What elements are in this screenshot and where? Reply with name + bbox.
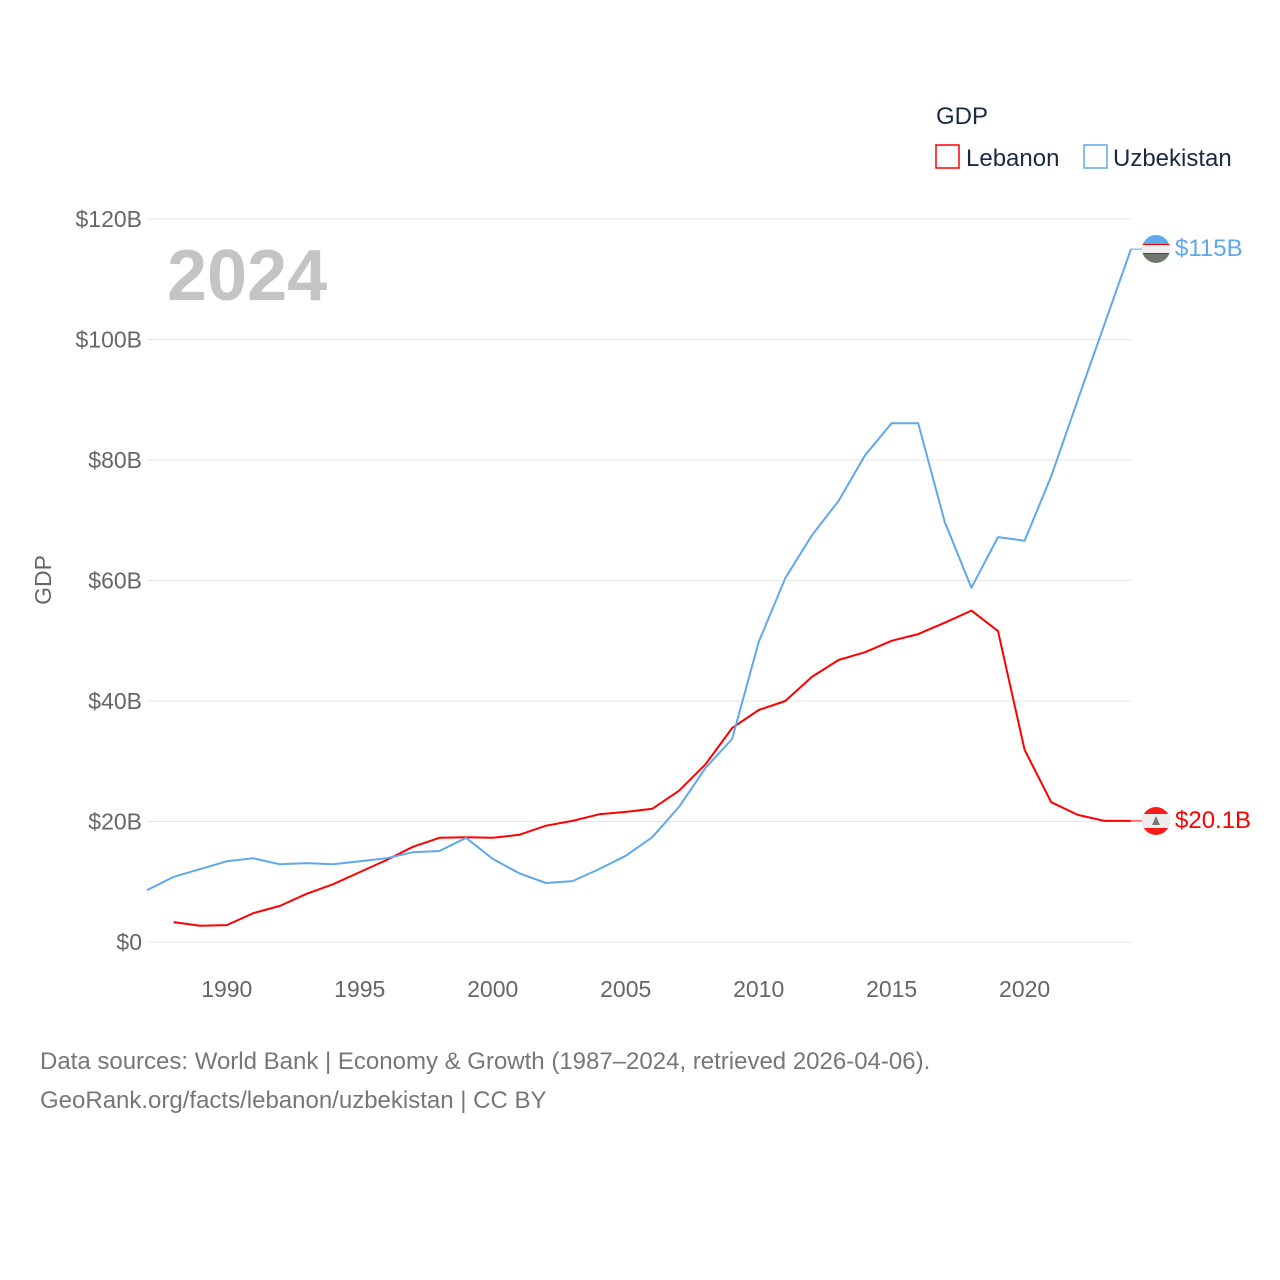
legend-swatch-uzbekistan [1083,144,1108,169]
legend-label-lebanon: Lebanon [966,145,1059,172]
x-axis-ticks: 1990 1995 2000 2005 2010 2015 2020 [201,976,1050,1002]
x-tick-label: 2015 [866,976,917,1002]
x-tick-label: 2020 [999,976,1050,1002]
legend-swatch-lebanon [935,144,960,169]
gridlines [147,218,1131,943]
y-tick-label: $100B [75,327,142,353]
x-tick-label: 2000 [467,976,518,1002]
y-tick-label: $40B [88,688,142,714]
footer-link[interactable]: GeoRank.org/facts/lebanon/uzbekistan | C… [40,1087,547,1114]
y-axis-label: GDP [30,555,56,605]
x-tick-label: 1990 [201,976,252,1002]
series-line-uzbekistan [146,248,1132,892]
end-label-uzbekistan: $115B [1175,235,1243,262]
y-axis-ticks: $0 $20B $40B $60B $80B $100B $120B [75,206,142,955]
footer: Data sources: World Bank | Economy & Gro… [40,1042,930,1120]
lebanon-flag-icon [1142,807,1170,835]
y-tick-label: $60B [88,568,142,594]
x-tick-label: 2005 [600,976,651,1002]
series-lines [146,248,1142,927]
legend-item-uzbekistan[interactable]: Uzbekistan [1083,144,1232,172]
series-line-lebanon [173,609,1131,927]
y-tick-label: $0 [116,929,142,955]
footer-sources: Data sources: World Bank | Economy & Gro… [40,1048,931,1075]
legend: GDP Lebanon Uzbekistan [935,103,1232,172]
y-tick-label: $80B [88,447,142,473]
legend-title: GDP [936,103,988,130]
y-tick-label: $120B [75,206,142,232]
uzbekistan-flag-icon [1142,235,1170,263]
legend-item-lebanon[interactable]: Lebanon [935,144,1059,172]
y-tick-label: $20B [88,809,142,835]
legend-label-uzbekistan: Uzbekistan [1113,145,1232,172]
x-tick-label: 2010 [733,976,784,1002]
end-label-lebanon: $20.1B [1175,807,1251,834]
x-tick-label: 1995 [334,976,385,1002]
year-label: 2024 [167,236,327,316]
